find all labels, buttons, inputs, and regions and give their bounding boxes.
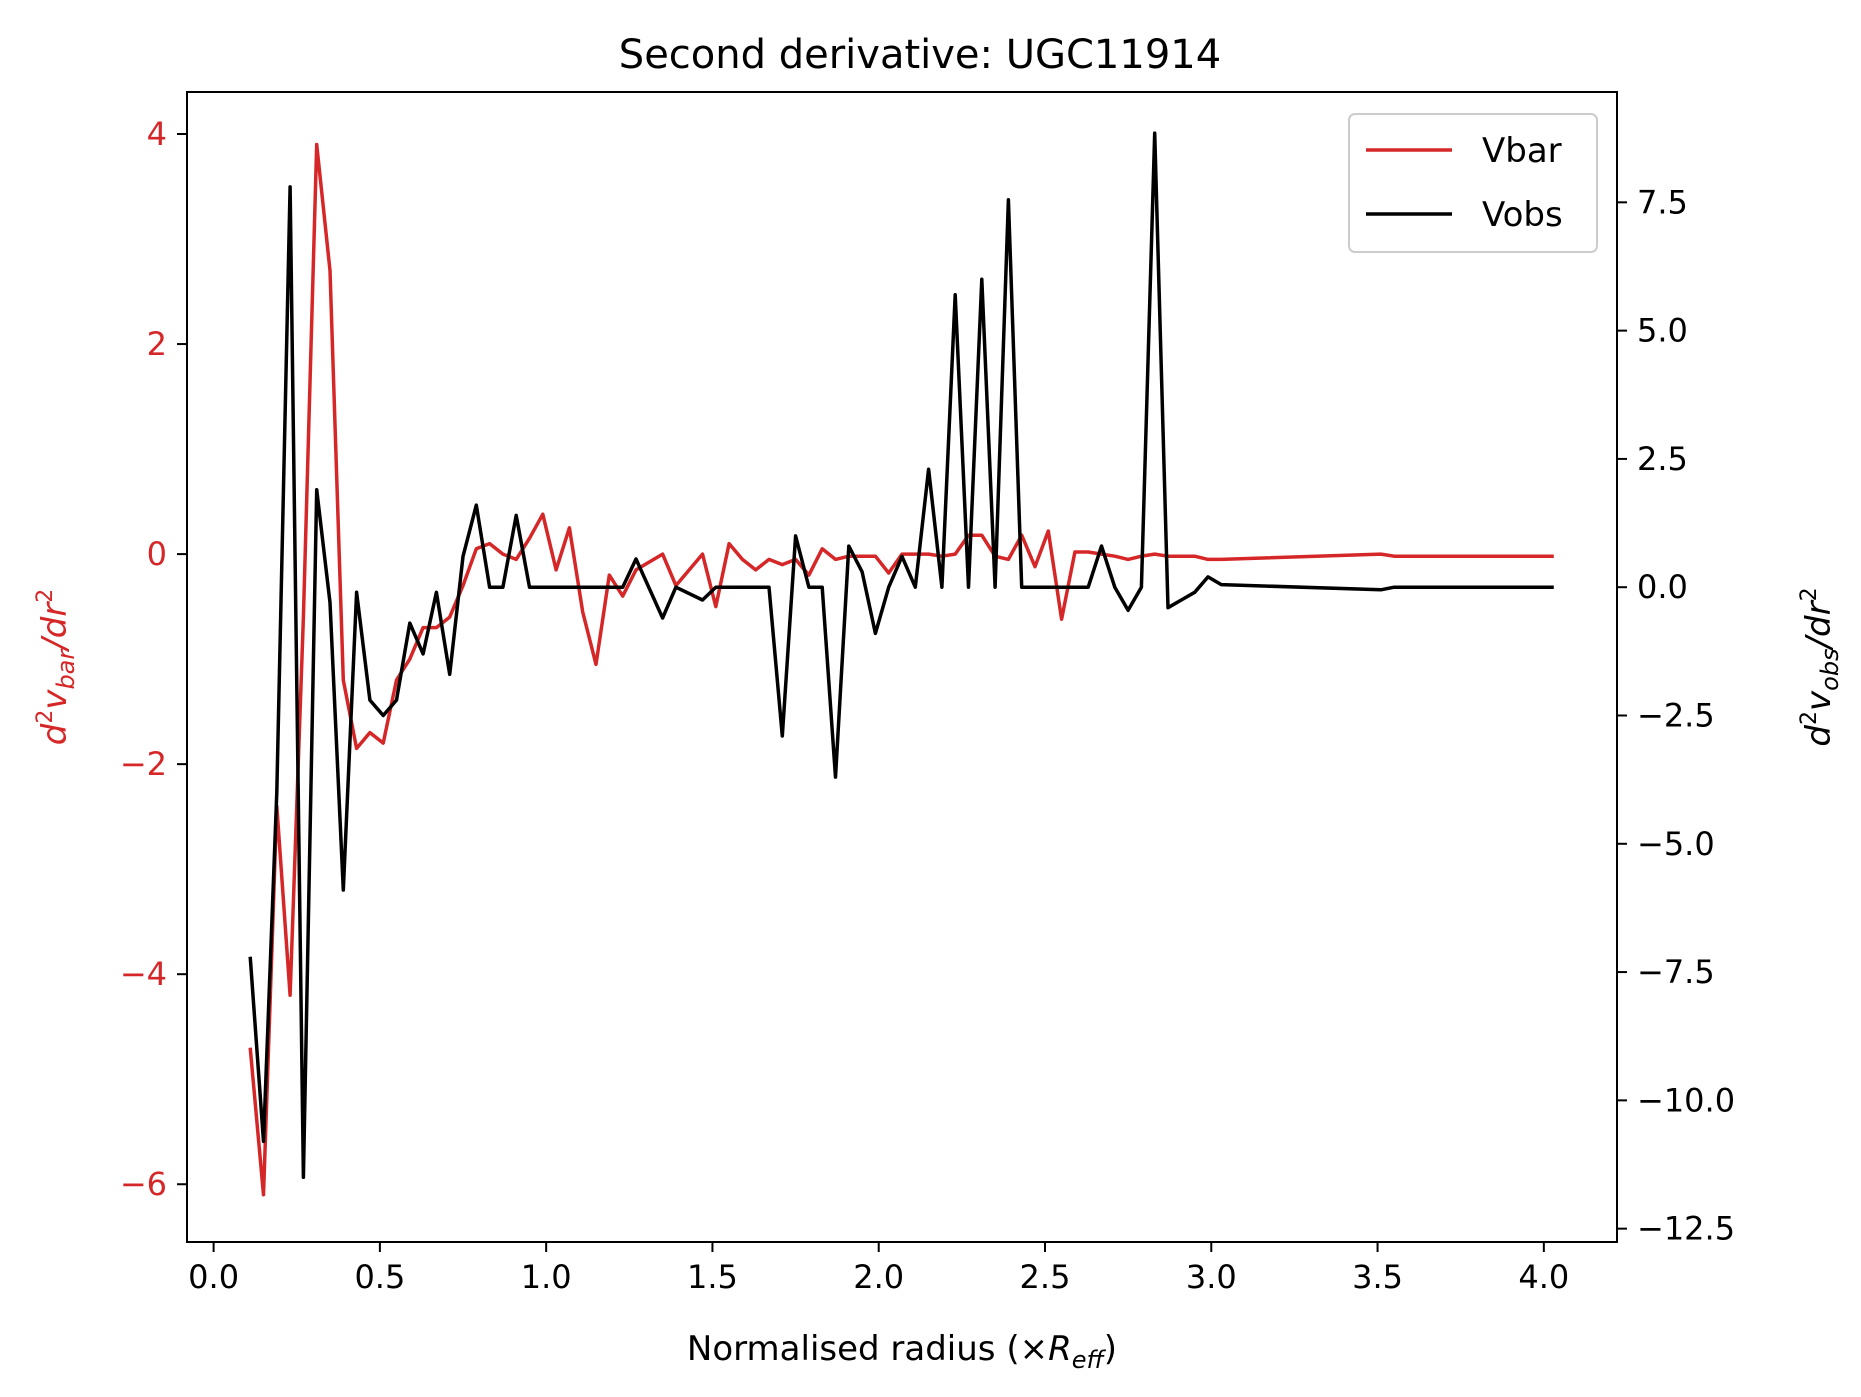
x-axis-label-prefix: Normalised radius (× <box>687 1329 1048 1369</box>
plot-frame <box>186 91 1618 1243</box>
y-axis-left-label: d2vbar/dr2 <box>33 589 80 746</box>
y-right-tick-label: 7.5 <box>1637 183 1688 221</box>
y-right-tick-label: −10.0 <box>1637 1081 1735 1119</box>
y-left-tick-label: −4 <box>120 955 167 993</box>
x-tick-label: 0.5 <box>354 1258 405 1296</box>
legend-label-vbar: Vbar <box>1482 131 1562 171</box>
x-tick-label: 1.5 <box>687 1258 738 1296</box>
x-tick-label: 3.0 <box>1186 1258 1237 1296</box>
x-tick-label: 1.0 <box>521 1258 572 1296</box>
y-right-tick-label: −12.5 <box>1637 1210 1735 1248</box>
y-left-tick-label: 4 <box>147 115 167 153</box>
y-left-tick-label: −6 <box>120 1165 167 1203</box>
legend: Vbar Vobs <box>1348 113 1598 253</box>
y-axis-right-label: d2vobs/dr2 <box>1797 587 1844 746</box>
y-axis-left: −6 −4 −2 0 2 4 <box>120 115 187 1203</box>
x-axis-label: Normalised radius (×Reff) <box>687 1329 1117 1374</box>
x-tick-label: 2.0 <box>853 1258 904 1296</box>
y-right-tick-label: 2.5 <box>1637 440 1688 478</box>
plot-series <box>248 131 1554 1197</box>
chart-title: Second derivative: UGC11914 <box>619 32 1221 78</box>
x-tick-label: 0.0 <box>188 1258 239 1296</box>
legend-label-vobs: Vobs <box>1482 195 1563 235</box>
y-right-tick-label: 0.0 <box>1637 568 1688 606</box>
x-axis: 0.0 0.5 1.0 1.5 2.0 2.5 3.0 3.5 4.0 <box>188 1242 1569 1296</box>
y-right-tick-label: −2.5 <box>1637 696 1715 734</box>
x-tick-label: 2.5 <box>1020 1258 1071 1296</box>
x-axis-label-sub: eff <box>1072 1346 1107 1374</box>
y-left-tick-label: −2 <box>120 745 167 783</box>
y-right-tick-label: −7.5 <box>1637 953 1715 991</box>
y-left-tick-label: 2 <box>147 325 167 363</box>
series-line-vobs <box>248 131 1554 1180</box>
y-right-tick-label: 5.0 <box>1637 312 1688 350</box>
x-tick-label: 3.5 <box>1352 1258 1403 1296</box>
y-axis-right: −12.5 −10.0 −7.5 −5.0 −2.5 0.0 2.5 5.0 7.5 <box>1617 183 1735 1248</box>
y-left-tick-label: 0 <box>147 535 167 573</box>
y-right-tick-label: −5.0 <box>1637 825 1715 863</box>
x-axis-label-suffix: ) <box>1104 1329 1117 1369</box>
x-tick-label: 4.0 <box>1518 1258 1569 1296</box>
series-line-vbar <box>248 142 1554 1197</box>
x-axis-label-symbol: R <box>1048 1329 1072 1369</box>
